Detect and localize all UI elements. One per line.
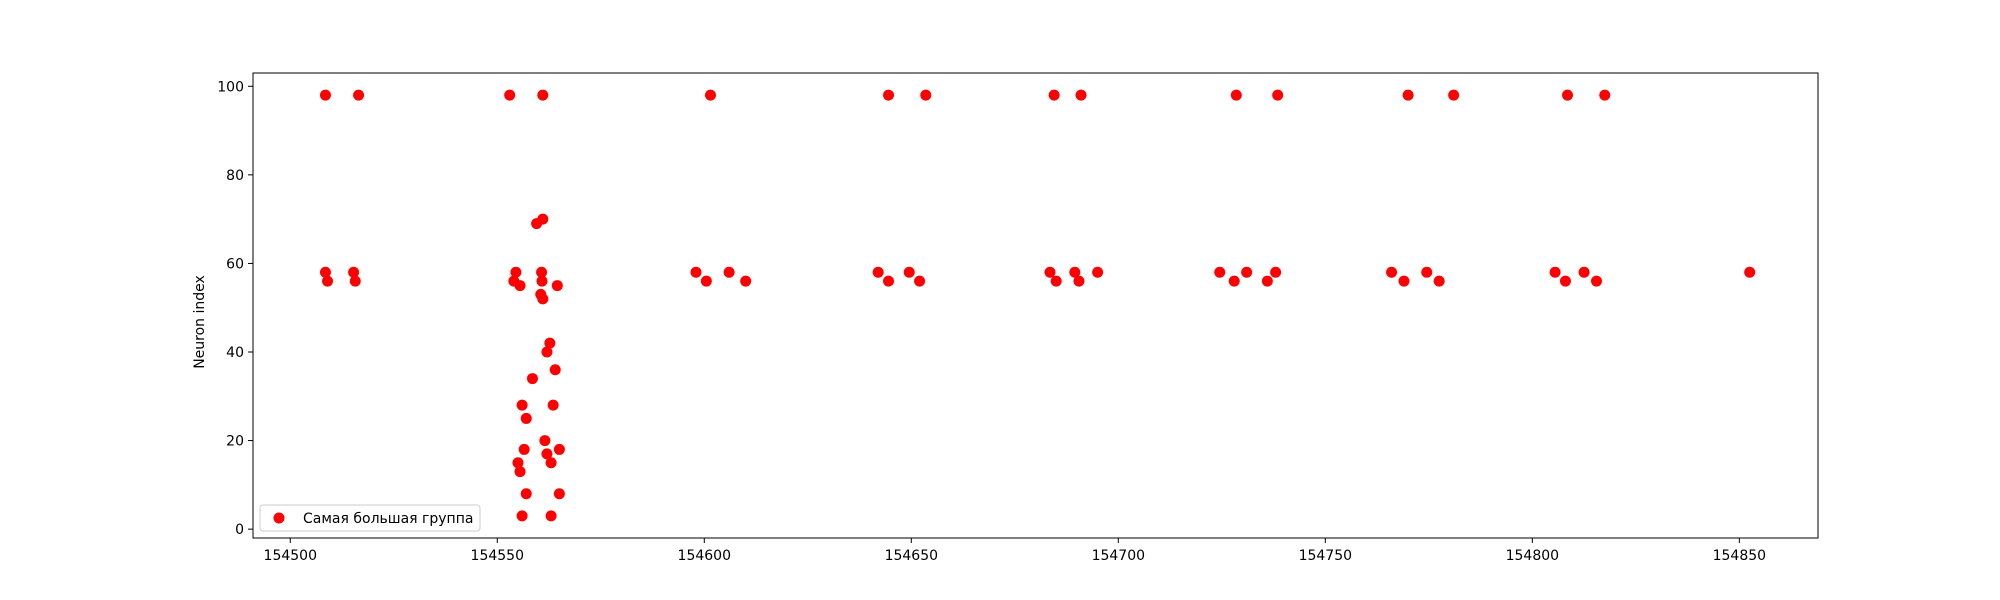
data-point — [504, 89, 516, 101]
y-axis-label: Neuron index — [192, 275, 208, 369]
data-point — [319, 266, 331, 278]
data-point — [1578, 266, 1590, 278]
data-point — [1433, 275, 1445, 287]
data-point — [740, 275, 752, 287]
data-point — [545, 510, 557, 522]
data-point — [537, 293, 549, 305]
data-point — [322, 275, 334, 287]
plot-frame — [252, 72, 1819, 539]
data-point — [1228, 275, 1240, 287]
data-point — [903, 266, 915, 278]
y-tick-label: 20 — [226, 434, 244, 450]
data-point — [1241, 266, 1253, 278]
data-point — [541, 448, 553, 460]
y-tick-label: 60 — [226, 256, 244, 272]
data-point — [1562, 89, 1574, 101]
data-point — [1073, 275, 1085, 287]
data-point — [353, 89, 365, 101]
data-point — [541, 346, 553, 358]
legend-marker — [273, 512, 285, 524]
data-point — [872, 266, 884, 278]
data-point — [1050, 275, 1062, 287]
data-point — [514, 466, 526, 478]
data-point — [1402, 89, 1414, 101]
data-point — [1092, 266, 1104, 278]
data-point — [516, 399, 528, 411]
x-axis: 154500 154550 154600 154650 154700 154750 1548… — [264, 538, 1766, 564]
x-tick-label: 154800 — [1506, 548, 1559, 564]
data-point — [883, 89, 895, 101]
data-point — [547, 399, 559, 411]
data-point — [1272, 89, 1284, 101]
x-tick-label: 154550 — [471, 548, 524, 564]
x-tick-label: 154650 — [885, 548, 938, 564]
y-tick-label: 0 — [235, 522, 244, 538]
data-point — [348, 266, 360, 278]
y-tick-label: 80 — [226, 168, 244, 184]
data-point — [1048, 89, 1060, 101]
data-point — [553, 488, 565, 500]
data-point — [536, 275, 548, 287]
data-point — [1421, 266, 1433, 278]
data-point — [539, 435, 551, 447]
data-point — [1069, 266, 1081, 278]
data-point — [1599, 89, 1611, 101]
data-point — [549, 364, 561, 376]
plot-area — [252, 72, 1819, 539]
data-point — [690, 266, 702, 278]
data-point — [536, 266, 548, 278]
data-point — [1386, 266, 1398, 278]
data-point — [723, 266, 735, 278]
y-tick-label: 100 — [217, 79, 244, 95]
data-point — [537, 213, 549, 225]
data-point — [526, 373, 538, 385]
data-point — [514, 280, 526, 292]
data-point — [1549, 266, 1561, 278]
data-point — [1744, 266, 1756, 278]
x-tick-label: 154850 — [1713, 548, 1766, 564]
legend-box — [259, 504, 481, 532]
data-point — [510, 266, 522, 278]
data-point — [1044, 266, 1056, 278]
data-point — [1261, 275, 1273, 287]
data-point — [1270, 266, 1282, 278]
data-point — [700, 275, 712, 287]
data-point — [518, 443, 530, 455]
data-point — [349, 275, 361, 287]
data-point — [516, 510, 528, 522]
data-point — [1559, 275, 1571, 287]
data-point — [520, 412, 532, 424]
data-point — [319, 89, 331, 101]
data-point — [704, 89, 716, 101]
data-point — [1590, 275, 1602, 287]
data-point — [512, 457, 524, 469]
data-point — [1214, 266, 1226, 278]
x-tick-label: 154500 — [264, 548, 317, 564]
data-point — [920, 89, 932, 101]
data-point — [545, 457, 557, 469]
data-point — [520, 488, 532, 500]
data-point — [1398, 275, 1410, 287]
data-point — [551, 280, 563, 292]
data-point — [914, 275, 926, 287]
legend-label: Самая большая группа — [303, 511, 473, 527]
y-axis: 0 20 40 60 80 100 — [217, 79, 253, 538]
y-tick-label: 40 — [226, 345, 244, 361]
legend: Самая большая группа — [259, 504, 481, 532]
data-point — [553, 443, 565, 455]
data-point — [1075, 89, 1087, 101]
data-point — [883, 275, 895, 287]
x-tick-label: 154750 — [1299, 548, 1352, 564]
x-tick-label: 154700 — [1092, 548, 1145, 564]
data-point — [1448, 89, 1460, 101]
data-point — [1230, 89, 1242, 101]
data-point — [537, 89, 549, 101]
data-points — [319, 89, 1756, 522]
x-tick-label: 154600 — [678, 548, 731, 564]
data-point — [544, 337, 556, 349]
